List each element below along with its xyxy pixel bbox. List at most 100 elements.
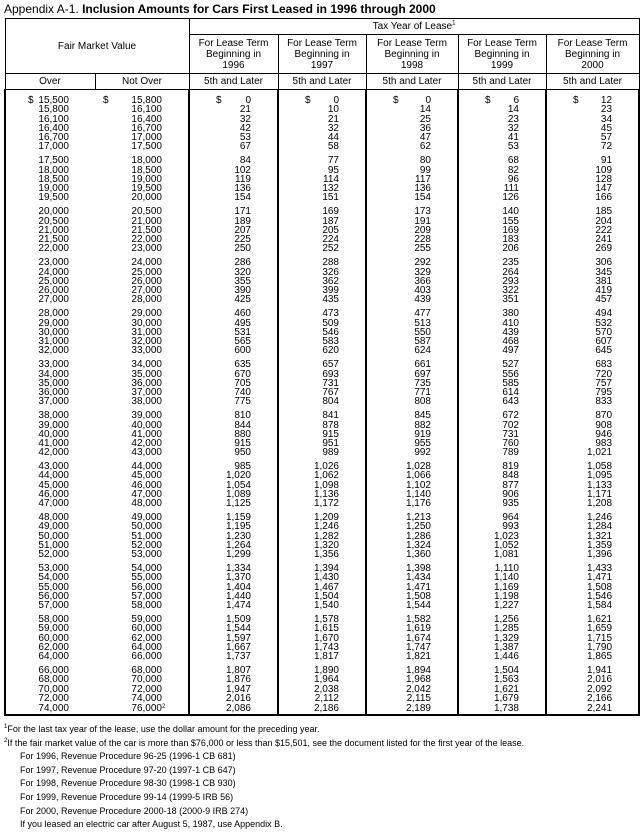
- amount-cell: 624: [365, 346, 459, 356]
- not-over-cell: $15,800: [103, 95, 162, 106]
- amount-cell: 1,208: [544, 499, 641, 509]
- amount-cell: 1,508: [365, 592, 459, 602]
- amount-cell: 531: [188, 327, 279, 337]
- amount-cell: 643: [457, 397, 547, 407]
- amount-cell: 1,540: [277, 601, 367, 611]
- currency-symbol: $: [573, 95, 579, 106]
- amount-cell: 1,433: [544, 564, 641, 574]
- amount-cell: 1,286: [365, 531, 459, 541]
- amount-cell: 1,544: [188, 624, 279, 634]
- amount-cell: 1,621: [544, 615, 641, 625]
- amount-cell: 2,115: [365, 694, 459, 704]
- amount-cell: 915: [277, 429, 367, 439]
- table-row: 23,000 24,000 286 288 292 235 306: [4, 258, 641, 268]
- amount-cell: 1,471: [365, 582, 459, 592]
- over-cell: 16,400: [4, 123, 95, 133]
- amount-cell: 2,186: [277, 703, 367, 717]
- table-row: 74,000 76,000 2 2,086 2,186 2,189 1,738 2,241: [4, 703, 641, 717]
- amount-cell: 80: [365, 156, 459, 166]
- header-line: Beginning in: [564, 48, 621, 60]
- not-over-cell: 34,000: [131, 359, 162, 371]
- amount-cell: 661: [365, 360, 459, 370]
- not-over-cell: 54,000: [131, 563, 162, 575]
- amount-cell: 117: [365, 174, 459, 184]
- table-row: 19,500 20,000 154 151 154 126 166: [4, 193, 641, 203]
- period-header: 5th and Later: [457, 73, 547, 90]
- table-row: 31,000 32,000 565 583 587 468 607: [4, 337, 641, 347]
- amount-cell: 614: [457, 388, 547, 398]
- not-over-cell: 39,000: [131, 410, 162, 422]
- over-cell: 44,000: [4, 471, 95, 481]
- not-over-cell: 29,000: [131, 308, 162, 320]
- not-over-cell: 59,000: [131, 614, 162, 626]
- amount-cell: 32: [188, 114, 279, 124]
- lease-year-header-1999: For Lease Term Beginning in 1999: [457, 34, 547, 74]
- inclusion-amounts-table: Fair Market Value Tax Year of Lease1 For…: [4, 18, 641, 717]
- amount-cell: 1,023: [457, 531, 547, 541]
- not-over-cell: 17,000: [131, 132, 162, 144]
- amount-cell: 119: [188, 174, 279, 184]
- table-row: 32,000 33,000 600 620 624 497 645: [4, 346, 641, 356]
- amount-cell: 702: [457, 420, 547, 430]
- amount-cell: 1,807: [188, 666, 279, 676]
- amount-cell: 204: [544, 216, 641, 226]
- table-row: 29,000 30,000 495 509 513 410 532: [4, 318, 641, 328]
- amount-cell: 1,659: [544, 624, 641, 634]
- amount-cell: 1,246: [277, 522, 367, 532]
- amount-cell: 1,679: [457, 694, 547, 704]
- amount-cell: 381: [544, 276, 641, 286]
- not-over-cell: 62,000: [131, 632, 162, 644]
- over-cell: 56,000: [4, 592, 95, 602]
- amount-cell: 1,370: [188, 573, 279, 583]
- amount-cell: 1,054: [188, 480, 279, 490]
- period-header: 5th and Later: [365, 73, 459, 90]
- not-over-cell: 72,000: [131, 683, 162, 695]
- over-cell: 60,000: [4, 633, 95, 643]
- table-row: 24,000 25,000 320 326 329 264 345: [4, 267, 641, 277]
- over-cell: 26,000: [4, 286, 95, 296]
- amount-cell: 513: [365, 318, 459, 328]
- amount-cell: 173: [365, 207, 459, 217]
- header-line: Beginning in: [294, 48, 350, 60]
- over-cell: 40,000: [4, 429, 95, 439]
- currency-symbol: $: [485, 95, 491, 106]
- over-cell: 18,000: [4, 165, 95, 175]
- amount-cell: 1,176: [365, 499, 459, 509]
- amount-cell: 1,504: [277, 592, 367, 602]
- currency-symbol: $: [28, 95, 34, 106]
- not-over-cell: 68,000: [131, 665, 162, 677]
- lease-year-header-1998: For Lease Term Beginning in 1998: [365, 34, 459, 74]
- amount-cell: 351: [457, 295, 547, 305]
- not-over-cell: 19,500: [131, 183, 162, 195]
- table-row: 33,000 34,000 635 657 661 527 683: [4, 359, 641, 371]
- amount-cell: 45: [544, 123, 641, 133]
- amount-cell: 390: [188, 286, 279, 296]
- over-cell: 68,000: [4, 675, 95, 685]
- amount-cell: 47: [365, 133, 459, 143]
- amount-cell: 819: [457, 462, 547, 472]
- not-over-cell: 46,000: [131, 479, 162, 491]
- amount-cell: 878: [277, 420, 367, 430]
- amount-cell: 760: [457, 439, 547, 449]
- not-over-cell: 58,000: [131, 600, 162, 612]
- amount-cell: 992: [365, 448, 459, 458]
- amount-cell: 600: [188, 346, 279, 356]
- over-cell: 21,500: [4, 235, 95, 245]
- not-over-cell: 49,000: [131, 512, 162, 524]
- amount-cell: 169: [277, 207, 367, 217]
- amount-cell: 14: [365, 105, 459, 115]
- over-cell: 51,000: [4, 541, 95, 551]
- amount-cell: 1,246: [544, 513, 641, 523]
- table-row: 17,000 17,500 67 58 62 53 72: [4, 142, 641, 152]
- amount-cell: 1,471: [544, 573, 641, 583]
- title-main: Inclusion Amounts for Cars First Leased …: [82, 2, 436, 16]
- title-prefix: Appendix A-1.: [4, 2, 79, 16]
- amount-cell: 845: [365, 411, 459, 421]
- amount-cell: 1,250: [365, 522, 459, 532]
- amount-cell: 833: [544, 397, 641, 407]
- amount-cell: 53: [188, 133, 279, 143]
- amount-cell: 224: [277, 235, 367, 245]
- amount-cell: $6: [457, 95, 547, 106]
- amount-cell: 329: [365, 267, 459, 277]
- table-row: 51,000 52,000 1,264 1,320 1,324 1,052 1,359: [4, 541, 641, 551]
